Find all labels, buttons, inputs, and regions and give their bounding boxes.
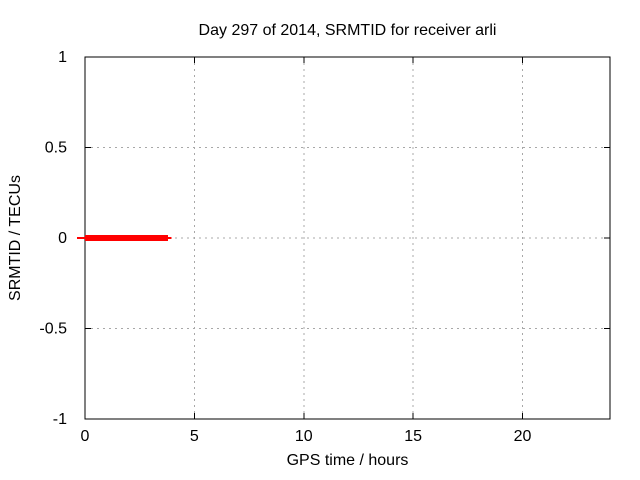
y-tick-label: 1 xyxy=(58,49,67,66)
x-axis-label: GPS time / hours xyxy=(286,452,409,469)
y-tick-label: -1 xyxy=(53,411,67,428)
y-tick-label: -0.5 xyxy=(39,321,67,338)
x-tick-label: 15 xyxy=(404,428,422,445)
chart-title: Day 297 of 2014, SRMTID for receiver arl… xyxy=(198,22,497,39)
x-tick-label: 20 xyxy=(514,428,532,445)
x-tick-label: 0 xyxy=(81,428,90,445)
y-axis-label: SRMTID / TECUs xyxy=(7,175,25,301)
x-tick-label: 10 xyxy=(295,428,313,445)
y-tick-label: 0.5 xyxy=(45,140,67,157)
y-tick-label: 0 xyxy=(58,230,67,247)
x-tick-label: 5 xyxy=(190,428,199,445)
